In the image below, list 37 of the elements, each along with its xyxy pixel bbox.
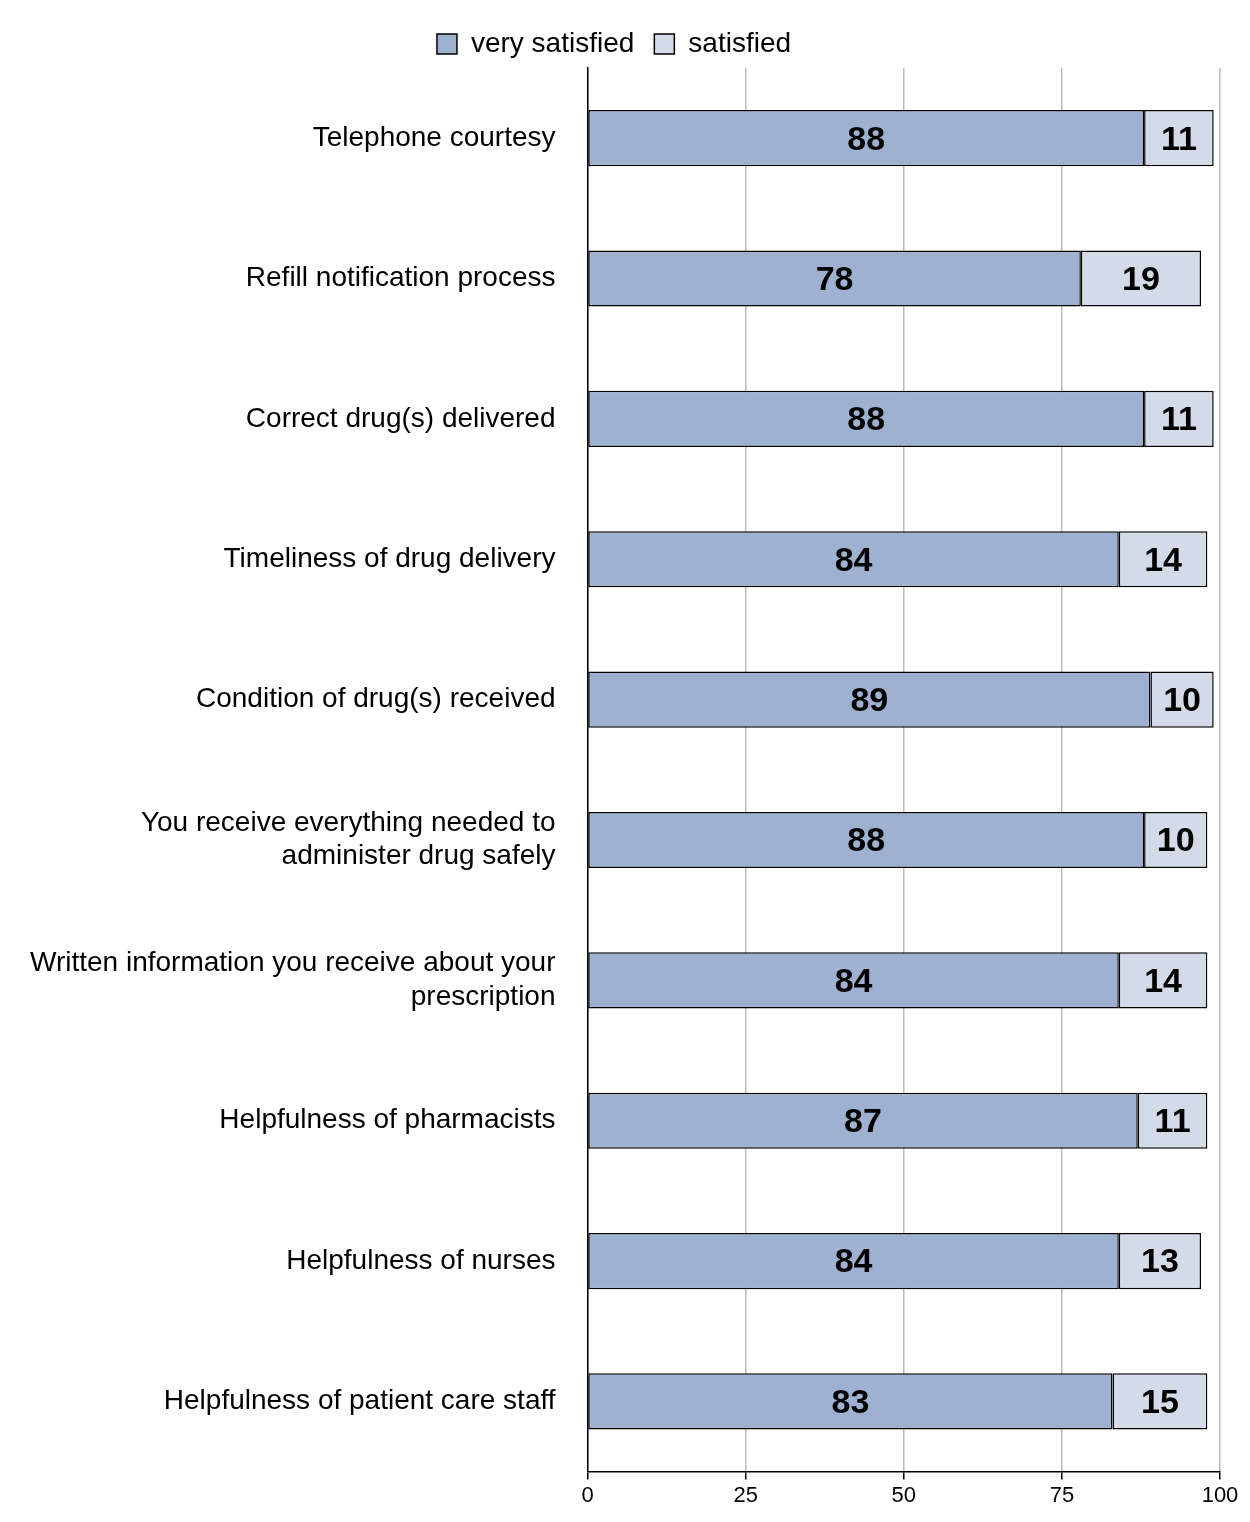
x-tick-label: 100 xyxy=(1201,1481,1239,1507)
y-tick-label: Helpfulness of patient care staff xyxy=(163,1384,556,1416)
data-label: 14 xyxy=(1144,960,1183,999)
data-label: 10 xyxy=(1156,820,1195,859)
data-label: 84 xyxy=(834,1241,873,1280)
y-tick-label: Helpfulness of nurses xyxy=(286,1243,556,1275)
y-tick-label: Telephone courtesy xyxy=(312,120,556,152)
data-label: 84 xyxy=(834,539,873,578)
x-tick-label: 25 xyxy=(733,1481,758,1507)
data-label: 11 xyxy=(1160,399,1197,438)
y-tick-label: Written information you receive about your prescription xyxy=(29,946,556,1011)
y-tick-label: Refill notification process xyxy=(245,261,556,293)
data-label: 83 xyxy=(831,1381,870,1420)
data-label: 14 xyxy=(1144,539,1183,578)
legend-label: very satisfied xyxy=(470,26,635,58)
data-label: 11 xyxy=(1154,1101,1191,1140)
data-label: 10 xyxy=(1163,679,1201,718)
x-tick-label: 75 xyxy=(1049,1481,1075,1507)
x-tick-label: 50 xyxy=(891,1481,916,1507)
y-tick-label: Timeliness of drug delivery xyxy=(223,541,556,573)
y-tick-label: Correct drug(s) delivered xyxy=(245,401,556,433)
data-label: 84 xyxy=(834,960,873,999)
data-label: 88 xyxy=(847,399,886,438)
data-label: 13 xyxy=(1141,1241,1179,1280)
data-label: 88 xyxy=(847,820,886,859)
data-label: 19 xyxy=(1122,258,1160,297)
data-label: 15 xyxy=(1141,1381,1179,1420)
x-tick-label: 0 xyxy=(581,1481,594,1507)
y-tick-label: Helpfulness of pharmacists xyxy=(219,1103,556,1135)
data-label: 87 xyxy=(844,1101,882,1140)
data-label: 88 xyxy=(847,118,886,157)
y-tick-label: Condition of drug(s) received xyxy=(196,682,556,714)
data-label: 11 xyxy=(1160,118,1197,157)
y-tick-label: You receive everything needed to administer drug safely xyxy=(140,805,556,871)
legend-label: satisfied xyxy=(688,26,792,58)
data-label: 89 xyxy=(850,679,889,718)
data-label: 78 xyxy=(815,258,854,297)
